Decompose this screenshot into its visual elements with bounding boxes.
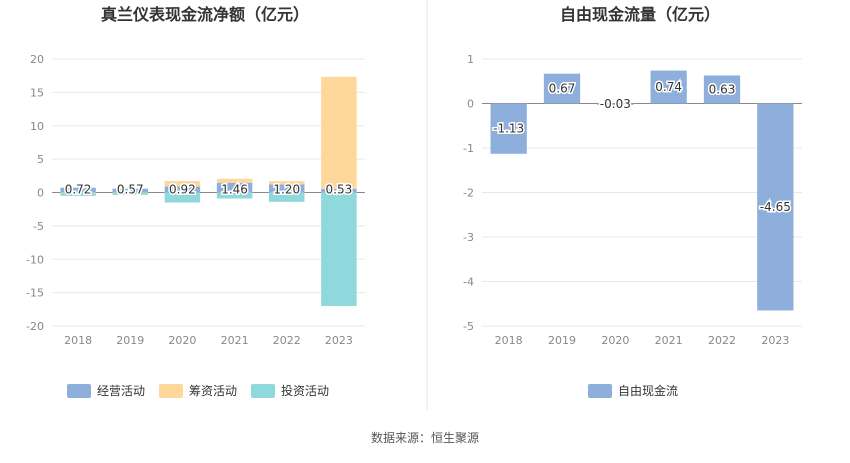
y-tick-label: 5 — [37, 153, 44, 166]
legend-label: 筹资活动 — [189, 384, 237, 398]
y-tick-label: -5 — [463, 320, 474, 333]
data-label: 0.72 — [65, 183, 92, 197]
x-tick-label: 2022 — [273, 334, 301, 347]
y-tick-label: 20 — [30, 53, 44, 66]
bar-3 — [321, 192, 357, 306]
x-tick-label: 2018 — [64, 334, 92, 347]
bar-1 — [112, 188, 148, 193]
y-tick-label: -1 — [463, 142, 474, 155]
bar-1 — [757, 103, 794, 311]
y-tick-label: -2 — [463, 187, 474, 200]
data-label: 0.63 — [709, 82, 736, 96]
legend: 自由现金流 — [588, 383, 678, 398]
data-label: 0.57 — [117, 183, 144, 197]
bar-3 — [164, 192, 201, 203]
data-label: 0.74 — [655, 80, 682, 94]
chart-title: 自由现金流量（亿元） — [560, 5, 720, 24]
y-tick-label: 15 — [30, 86, 44, 99]
data-label: -0.03 — [600, 97, 631, 111]
legend: 经营活动 筹资活动 投资活动 — [67, 383, 329, 398]
bar-1 — [650, 70, 687, 104]
bar-1 — [597, 103, 634, 105]
bar-2 — [60, 192, 96, 194]
y-tick-label: -5 — [33, 220, 44, 233]
x-tick-label: 2023 — [761, 334, 789, 347]
x-tick-label: 2022 — [708, 334, 736, 347]
data-label: -1.13 — [493, 122, 524, 136]
data-label: 1.46 — [221, 183, 248, 197]
y-tick-label: 10 — [30, 120, 44, 133]
x-tick-label: 2020 — [601, 334, 629, 347]
x-tick-label: 2020 — [168, 334, 196, 347]
bar-3 — [216, 192, 253, 199]
y-tick-label: 0 — [467, 98, 474, 111]
bar-1 — [216, 182, 253, 193]
legend-swatch — [159, 384, 183, 398]
data-label: 0.67 — [549, 82, 576, 96]
y-tick-label: -10 — [26, 253, 44, 266]
x-tick-label: 2018 — [495, 334, 523, 347]
bar-3 — [112, 192, 148, 195]
bar-1 — [321, 188, 357, 193]
legend-label: 经营活动 — [97, 384, 145, 398]
legend-label: 投资活动 — [281, 383, 329, 398]
bar-1 — [703, 75, 741, 104]
legend-swatch — [588, 384, 612, 398]
bar-3 — [269, 192, 305, 202]
data-label: 0.92 — [169, 183, 196, 197]
bar-2 — [269, 181, 305, 185]
y-tick-label: -4 — [463, 276, 474, 289]
y-tick-label: 0 — [37, 187, 44, 200]
bar-1 — [164, 186, 201, 193]
x-tick-label: 2019 — [116, 334, 144, 347]
y-tick-label: -15 — [26, 287, 44, 300]
chart-1: 真兰仪表现金流净额（亿元） 20 15 10 5 0 -5 -10 -15 -20 2018 2019… — [26, 5, 365, 398]
x-tick-label: 2019 — [548, 334, 576, 347]
chart-title: 真兰仪表现金流净额（亿元） — [101, 5, 309, 24]
legend-swatch — [251, 384, 275, 398]
bar-2 — [164, 181, 201, 187]
bar-2 — [216, 178, 253, 183]
data-label: -4.65 — [760, 200, 791, 214]
x-tick-label: 2023 — [325, 334, 353, 347]
bar-1 — [269, 184, 305, 193]
legend-swatch — [67, 384, 91, 398]
bar-3 — [60, 193, 96, 196]
y-tick-label: 1 — [467, 53, 474, 66]
bar-2 — [321, 76, 357, 189]
y-tick-label: -20 — [26, 320, 44, 333]
y-tick-label: -3 — [463, 231, 474, 244]
x-tick-label: 2021 — [655, 334, 683, 347]
legend-label: 自由现金流 — [618, 383, 678, 398]
bar-1 — [60, 187, 96, 193]
x-tick-label: 2021 — [221, 334, 249, 347]
bar-1 — [490, 103, 527, 154]
data-label: 0.53 — [326, 183, 353, 197]
bar-1 — [543, 73, 581, 104]
data-label: 1.20 — [273, 183, 300, 197]
source-note: 数据来源：恒生聚源 — [370, 431, 479, 445]
chart-2: 自由现金流量（亿元） 1 0 -1 -2 -3 -4 -5 2018 2019 2020 2021 20… — [463, 5, 802, 398]
